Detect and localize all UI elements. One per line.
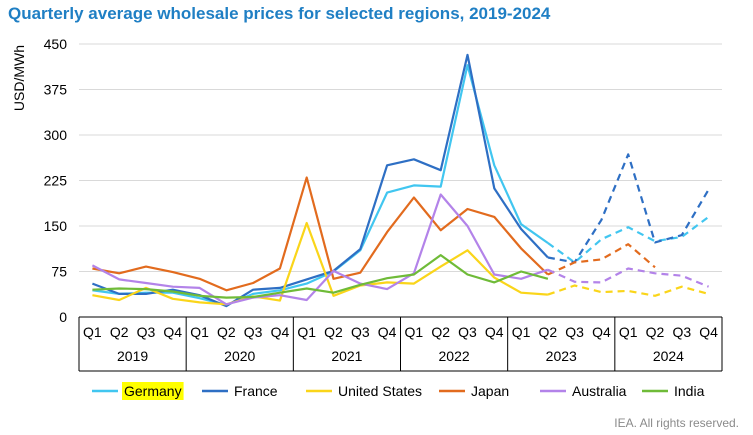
x-tick-label: Q1 xyxy=(619,324,638,340)
series-line-france-forecast xyxy=(547,153,710,264)
y-axis-label: USD/MWh xyxy=(11,45,27,111)
series-line-united-states xyxy=(92,221,548,306)
x-tick-label: Q3 xyxy=(351,324,370,340)
series-line-japan-forecast xyxy=(547,243,656,276)
x-tick-label: Q1 xyxy=(190,324,209,340)
x-tick-label: Q1 xyxy=(405,324,424,340)
x-tick-label: Q3 xyxy=(458,324,477,340)
x-tick-label: Q2 xyxy=(539,324,558,340)
x-tick-label: Q3 xyxy=(672,324,691,340)
x-tick-label: Q4 xyxy=(699,324,718,340)
x-tick-label: Q3 xyxy=(244,324,263,340)
x-tick-label: Q4 xyxy=(485,324,504,340)
axes: 0 75 150 225 300 375 450 Q1 Q2 Q3 Q4 Q1 Q2 Q3 Q4 Q1 Q2 Q3… xyxy=(44,36,723,372)
series-line-united-states-forecast xyxy=(547,284,709,297)
legend-label-australia: Australia xyxy=(572,383,627,399)
year-label: 2022 xyxy=(439,348,470,364)
legend-highlight xyxy=(122,382,184,400)
series-line-australia xyxy=(91,193,549,306)
y-tick-label: 150 xyxy=(44,218,68,234)
legend-label-japan: Japan xyxy=(471,383,509,399)
x-tick-label: Q1 xyxy=(297,324,316,340)
x-tick-label: Q4 xyxy=(163,324,182,340)
credit-text: IEA. All rights reserved. xyxy=(614,416,739,430)
series-line-japan xyxy=(92,176,549,292)
legend-label-germany: Germany xyxy=(124,383,182,399)
x-tick-label: Q3 xyxy=(137,324,156,340)
year-label: 2021 xyxy=(331,348,362,364)
series-line-germany-forecast xyxy=(547,216,710,264)
y-tick-label: 300 xyxy=(44,127,68,143)
x-tick-label: Q4 xyxy=(378,324,397,340)
x-tick-label: Q3 xyxy=(565,324,584,340)
legend-label-united-states: United States xyxy=(338,383,422,399)
legend-label-india: India xyxy=(674,383,705,399)
x-tick-label: Q2 xyxy=(110,324,129,340)
y-tick-label: 450 xyxy=(44,36,68,52)
x-tick-label: Q2 xyxy=(646,324,665,340)
year-label: 2023 xyxy=(546,348,577,364)
x-tick-label: Q4 xyxy=(271,324,290,340)
y-tick-label: 375 xyxy=(44,82,68,98)
year-label: 2020 xyxy=(224,348,255,364)
year-label: 2024 xyxy=(653,348,684,364)
x-tick-label: Q2 xyxy=(217,324,236,340)
x-tick-label: Q2 xyxy=(431,324,450,340)
x-tick-label: Q2 xyxy=(324,324,343,340)
series-line-india xyxy=(92,254,549,299)
legend: Germany France United States Japan Australia… xyxy=(92,382,705,400)
series-lines xyxy=(91,53,710,308)
x-tick-label: Q1 xyxy=(512,324,531,340)
y-tick-label: 225 xyxy=(44,173,68,189)
y-tick-label: 75 xyxy=(51,264,67,280)
y-tick-label: 0 xyxy=(59,309,67,325)
year-label: 2019 xyxy=(117,348,148,364)
x-tick-label: Q1 xyxy=(83,324,102,340)
gridlines xyxy=(79,43,722,272)
series-line-australia-forecast xyxy=(547,267,710,288)
chart-title: Quarterly average wholesale prices for s… xyxy=(8,4,551,23)
legend-label-france: France xyxy=(234,383,278,399)
x-tick-label: Q4 xyxy=(592,324,611,340)
